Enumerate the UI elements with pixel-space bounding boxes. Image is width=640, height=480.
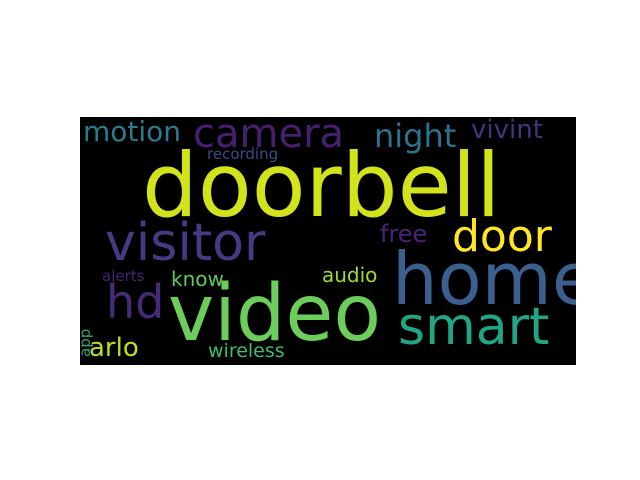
word-recording: recording (207, 145, 279, 163)
word-home: home (392, 237, 576, 321)
word-door: door (452, 211, 552, 262)
word-visitor: visitor (105, 213, 266, 273)
word-wireless: wireless (208, 340, 285, 362)
word-vivint: vivint (471, 117, 543, 145)
word-audio: audio (322, 263, 378, 287)
word-cloud-canvas: doorbell visitor home video door smart c… (80, 117, 576, 365)
word-motion: motion (83, 117, 182, 148)
word-night: night (374, 117, 457, 155)
word-hd: hd (106, 275, 165, 329)
word-camera: camera (193, 117, 345, 157)
word-video: video (168, 269, 382, 359)
word-alerts: alerts (102, 267, 145, 285)
word-free: free (380, 220, 428, 248)
word-smart: smart (398, 297, 550, 357)
word-arlo: arlo (89, 333, 139, 363)
word-doorbell: doorbell (142, 134, 501, 237)
word-know: know (171, 267, 224, 291)
word-app: app (80, 328, 94, 357)
